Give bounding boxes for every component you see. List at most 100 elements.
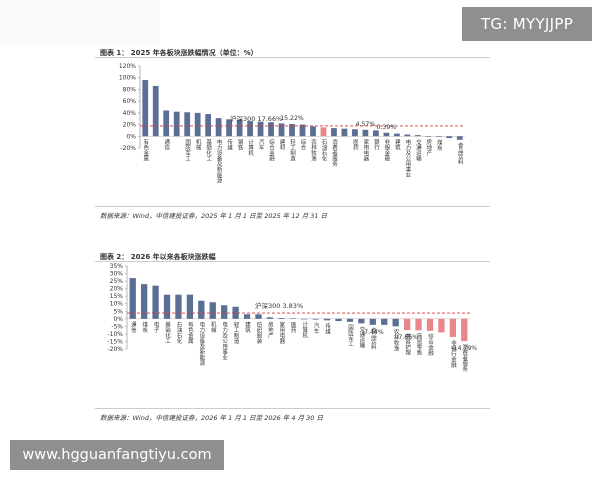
website-watermark: www.hgguanfangtiyu.com	[10, 440, 224, 470]
bar	[299, 124, 306, 137]
data-annotation: 4.57%	[356, 121, 376, 128]
bar	[426, 318, 434, 331]
bar	[414, 135, 421, 137]
bar	[236, 119, 243, 137]
category-label: 电力设备及新能源	[216, 138, 223, 185]
bar	[301, 318, 308, 320]
bar	[129, 278, 136, 319]
category-label: 消费者服务	[331, 138, 338, 168]
category-label: 轻工制造	[289, 138, 296, 163]
category-label: 医药	[290, 322, 297, 335]
category-label: 有色金属	[187, 321, 194, 346]
category-label: 非银行金融	[450, 339, 457, 369]
bar	[393, 133, 400, 137]
bar	[435, 136, 442, 137]
category-label: 机械	[195, 138, 202, 152]
y-tick-label: 10%	[110, 301, 124, 308]
category-label: 综合金融	[268, 138, 275, 163]
reference-line-label: 沪深300 3.83%	[255, 301, 303, 310]
category-label: 建材	[279, 138, 286, 151]
category-label: 银行	[373, 138, 380, 152]
bar	[257, 121, 264, 137]
category-label: 基础化工	[205, 138, 212, 162]
telegram-watermark: TG: MYYJJPP	[462, 7, 592, 41]
data-annotation: 0.39%	[377, 124, 397, 131]
chart-1: -20% 0% 20% 40% 60% 80% 100% 120% 有色金属 通信 国防军工 机械 基础…	[119, 63, 465, 185]
y-tick-label: 15%	[110, 293, 124, 300]
bar	[362, 129, 369, 137]
y-tick-label: 100%	[119, 75, 136, 82]
bar	[175, 294, 182, 319]
category-label: 国防军工	[184, 139, 191, 162]
bar	[289, 123, 295, 137]
bar	[255, 314, 262, 319]
bar	[403, 318, 411, 331]
y-tick-label: 20%	[110, 286, 124, 293]
chart-2: -20%-15%-10%-5%0%5%10%15%20%25%30%35% 通信煤…	[107, 263, 477, 373]
category-label: 非银金融	[383, 138, 390, 163]
bar	[268, 122, 274, 137]
bar	[373, 130, 379, 137]
y-tick-label: -20%	[107, 346, 123, 353]
bar	[331, 128, 337, 137]
bar	[446, 136, 453, 139]
bar	[278, 123, 285, 137]
y-tick-label: 25%	[110, 278, 124, 285]
bar	[173, 111, 180, 137]
y-tick-label: 30%	[110, 271, 124, 278]
category-label: 计算机	[247, 138, 254, 157]
y-tick-label: -10%	[107, 331, 123, 338]
bar	[310, 126, 316, 137]
data-annotation: -7.66%	[396, 334, 418, 341]
bar	[194, 112, 201, 137]
category-label: 消费者服务	[461, 343, 468, 373]
bar	[205, 114, 212, 137]
bar	[186, 294, 194, 319]
y-tick-label: 80%	[123, 86, 137, 93]
bar	[335, 318, 342, 322]
category-label: 医药	[352, 139, 359, 152]
category-label: 食品饮料	[370, 327, 377, 352]
y-tick-label: 60%	[123, 98, 137, 105]
bar	[266, 317, 274, 319]
bar	[312, 318, 319, 320]
figure-1-bottom-rule	[95, 206, 490, 207]
bar	[142, 80, 149, 137]
category-label: 家用电器	[362, 138, 369, 163]
bar	[163, 294, 171, 319]
bar	[461, 318, 468, 342]
bar	[152, 85, 159, 137]
category-label: 基础化工	[164, 321, 171, 345]
bar	[323, 318, 331, 321]
bar	[456, 136, 463, 140]
figure-1-top-rule	[95, 57, 490, 58]
bar	[341, 128, 348, 137]
category-label: 电力及公用事业	[404, 138, 411, 178]
y-tick-label: 0%	[126, 133, 136, 140]
bar	[438, 318, 445, 333]
data-annotation: 15.22%	[280, 115, 304, 122]
bar	[392, 318, 399, 327]
category-label: 石油石化	[320, 139, 327, 163]
category-label: 轻工制造	[233, 321, 240, 346]
bar	[232, 306, 239, 319]
bar	[226, 119, 232, 137]
y-tick-label: 40%	[123, 110, 137, 117]
category-label: 电力及公用事业	[221, 321, 228, 361]
category-label: 农林牧渔	[393, 328, 400, 353]
category-label: 汽车	[258, 138, 265, 152]
bar	[152, 285, 159, 319]
category-label: 汽车	[313, 321, 320, 335]
bar	[346, 318, 354, 322]
bar	[289, 318, 296, 319]
y-tick-label: 20%	[123, 122, 137, 129]
figure-2-bottom-rule	[95, 408, 490, 409]
category-label: 房地产	[267, 321, 274, 340]
category-label: 通信	[163, 138, 170, 152]
category-label: 电力设备及新能源	[198, 321, 205, 368]
y-tick-label: -15%	[107, 338, 123, 345]
category-label: 家用电器	[278, 321, 285, 346]
y-tick-label: 0%	[113, 316, 123, 323]
bar	[184, 112, 191, 137]
category-label: 纺织服装	[255, 321, 262, 346]
